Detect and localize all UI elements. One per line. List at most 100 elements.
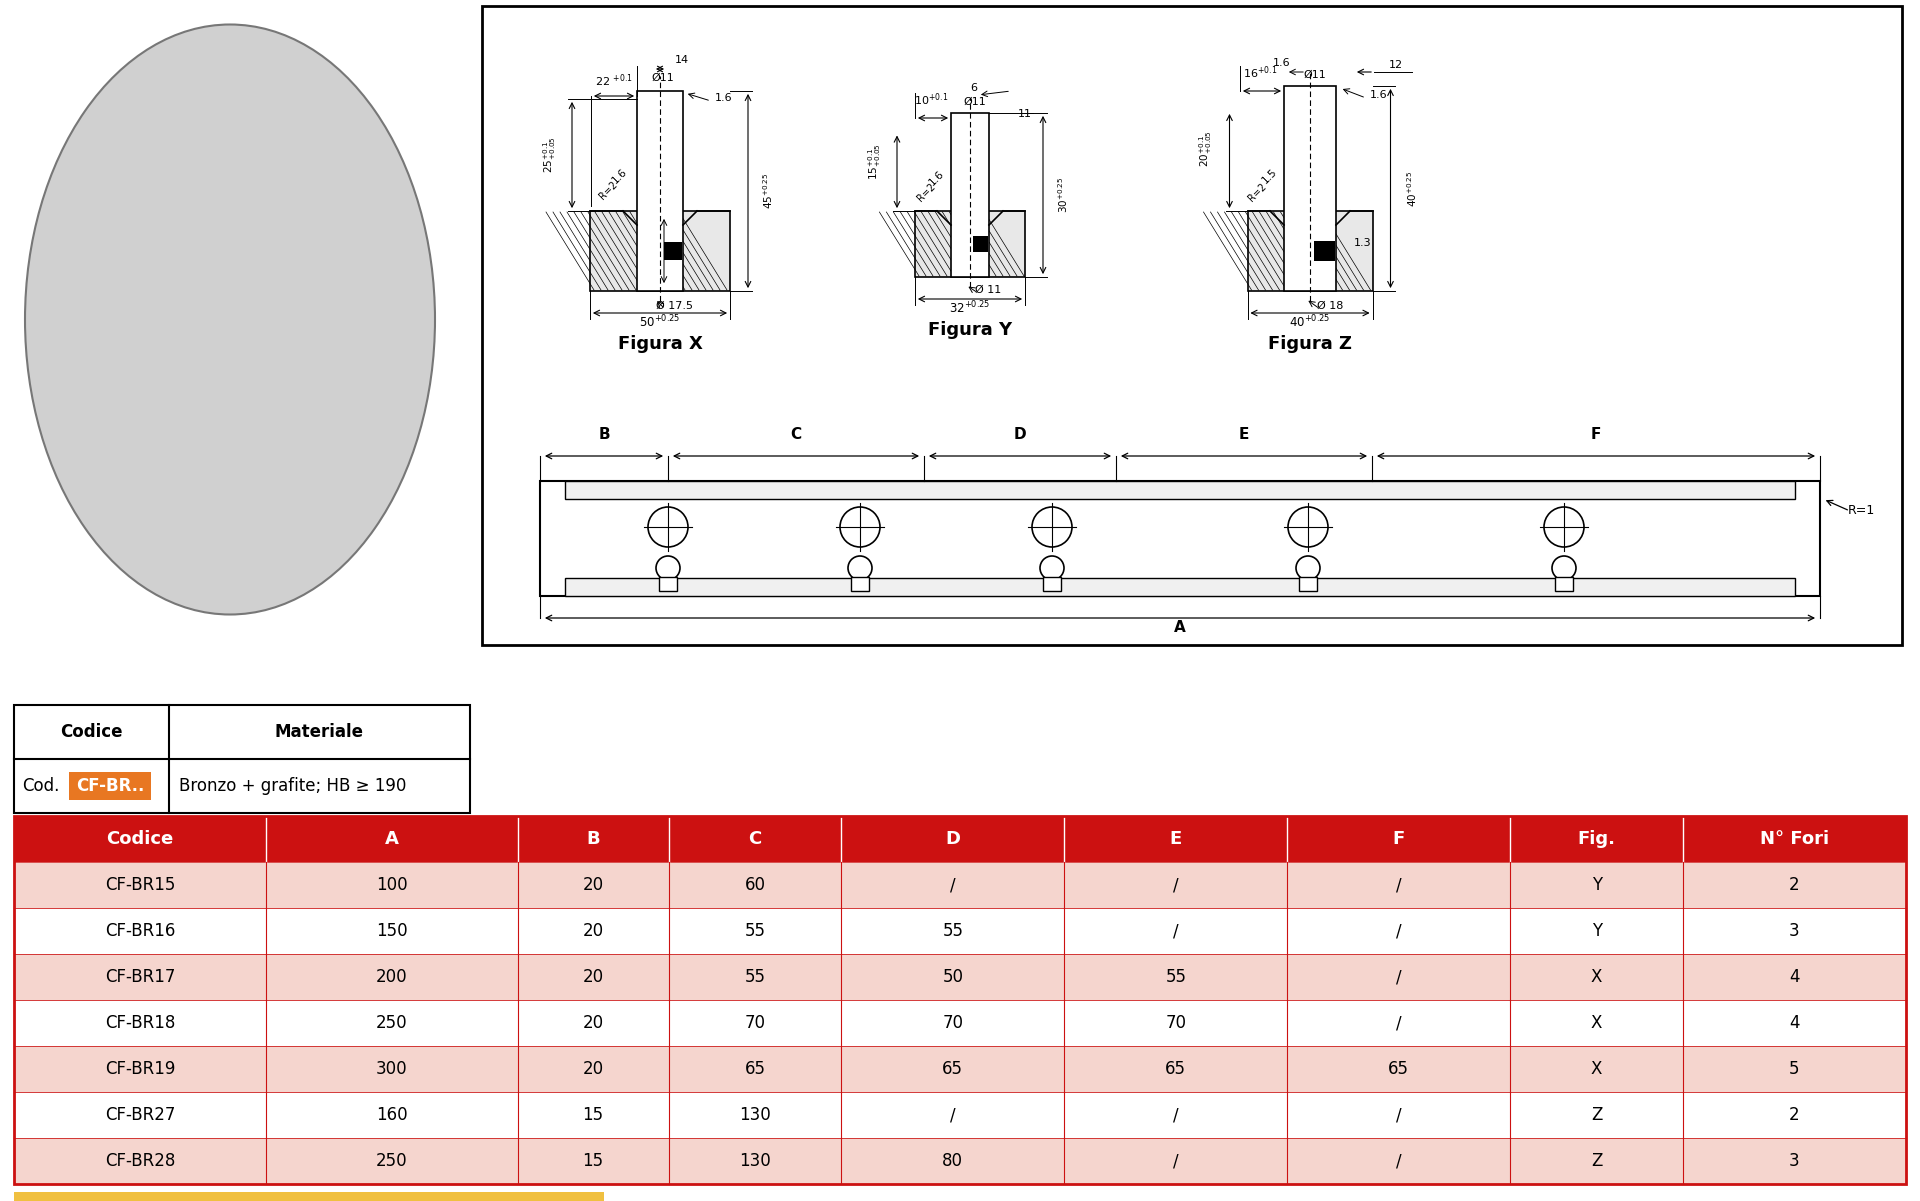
Text: 250: 250: [376, 1014, 407, 1032]
Text: 65: 65: [745, 1060, 766, 1078]
Circle shape: [841, 507, 879, 546]
Text: /: /: [1173, 1152, 1179, 1170]
Bar: [1043, 576, 1062, 591]
Circle shape: [1033, 507, 1071, 546]
Text: CF-BR16: CF-BR16: [106, 922, 175, 940]
Text: B: B: [599, 428, 611, 442]
Text: 80: 80: [943, 1152, 964, 1170]
Text: Figura Y: Figura Y: [927, 321, 1012, 339]
Text: Ø11: Ø11: [964, 97, 987, 107]
Text: 1.6: 1.6: [927, 168, 947, 187]
Bar: [13, 1046, 1907, 1092]
Text: B: B: [586, 830, 599, 848]
Bar: [564, 480, 1795, 498]
Text: 1.6: 1.6: [1371, 90, 1388, 100]
Text: C: C: [791, 428, 801, 442]
Bar: [637, 91, 684, 291]
Text: 50: 50: [943, 968, 964, 986]
Text: 5: 5: [1789, 1060, 1799, 1078]
Circle shape: [849, 556, 872, 580]
Text: 70: 70: [1165, 1014, 1187, 1032]
Circle shape: [1544, 507, 1584, 546]
Text: 1.5: 1.5: [1260, 166, 1279, 185]
Text: Ø11: Ø11: [1304, 70, 1327, 80]
Text: 20: 20: [582, 1014, 603, 1032]
Text: /: /: [1396, 876, 1402, 894]
Text: Cod.: Cod.: [21, 777, 60, 795]
Text: 4: 4: [1789, 968, 1799, 986]
Text: /: /: [950, 876, 956, 894]
Text: A: A: [1175, 620, 1187, 635]
Circle shape: [649, 507, 687, 546]
Bar: [13, 1193, 605, 1201]
Bar: [664, 241, 682, 261]
Text: X: X: [1592, 968, 1603, 986]
Bar: [482, 6, 1903, 645]
Text: 6: 6: [970, 83, 977, 92]
Bar: [589, 211, 730, 291]
Text: CF-BR18: CF-BR18: [106, 1014, 175, 1032]
Text: Codice: Codice: [106, 830, 173, 848]
Text: 1.3: 1.3: [1354, 238, 1371, 247]
Text: $15^{+0.1}_{+0.05}$: $15^{+0.1}_{+0.05}$: [866, 144, 883, 180]
Ellipse shape: [25, 24, 436, 615]
Text: 100: 100: [376, 876, 407, 894]
Text: 2: 2: [1789, 876, 1799, 894]
Text: 70: 70: [745, 1014, 766, 1032]
Text: /: /: [1173, 876, 1179, 894]
Bar: [1284, 86, 1336, 291]
Text: $50^{+0.25}$: $50^{+0.25}$: [639, 313, 680, 330]
Text: R=1: R=1: [1847, 504, 1876, 518]
Text: /: /: [1396, 1152, 1402, 1170]
Text: 3: 3: [1789, 922, 1799, 940]
Bar: [13, 908, 1907, 954]
Text: Y: Y: [1592, 922, 1601, 940]
Text: CF-BR..: CF-BR..: [75, 777, 144, 795]
Text: $10^{+0.1}$: $10^{+0.1}$: [914, 91, 948, 108]
Text: 55: 55: [745, 968, 766, 986]
Bar: [13, 815, 1907, 1184]
Bar: [540, 480, 1820, 596]
Text: /: /: [950, 1106, 956, 1124]
Text: 12: 12: [1388, 60, 1404, 70]
Bar: [13, 862, 1907, 908]
Text: R=2: R=2: [1246, 181, 1267, 203]
Bar: [950, 113, 989, 277]
Text: Materiale: Materiale: [275, 723, 365, 741]
Text: $20^{+0.1}_{+0.05}$: $20^{+0.1}_{+0.05}$: [1196, 130, 1213, 167]
Text: E: E: [1169, 830, 1183, 848]
Text: D: D: [1014, 428, 1027, 442]
Text: X: X: [1592, 1014, 1603, 1032]
Text: 150: 150: [376, 922, 407, 940]
Text: $16^{+0.1}$: $16^{+0.1}$: [1242, 65, 1277, 82]
Bar: [13, 815, 1907, 862]
Text: $40^{+0.25}$: $40^{+0.25}$: [1290, 313, 1331, 330]
Text: /: /: [1396, 1014, 1402, 1032]
Bar: [1313, 240, 1334, 262]
Text: 250: 250: [376, 1152, 407, 1170]
Text: CF-BR17: CF-BR17: [106, 968, 175, 986]
Text: 65: 65: [1388, 1060, 1409, 1078]
Text: F: F: [1392, 830, 1405, 848]
Circle shape: [1041, 556, 1064, 580]
Text: 11: 11: [1018, 109, 1033, 119]
Bar: [916, 211, 1025, 277]
Text: 160: 160: [376, 1106, 407, 1124]
Bar: [13, 1000, 1907, 1046]
Text: CF-BR19: CF-BR19: [106, 1060, 175, 1078]
Text: 130: 130: [739, 1152, 770, 1170]
Bar: [659, 576, 678, 591]
Text: 200: 200: [376, 968, 407, 986]
Bar: [851, 576, 870, 591]
Text: 1.6: 1.6: [611, 166, 630, 185]
Text: Ø11: Ø11: [651, 73, 674, 83]
Text: Ø 11: Ø 11: [975, 285, 1000, 295]
Text: $30^{+0.25}$: $30^{+0.25}$: [1056, 177, 1069, 214]
Text: 55: 55: [1165, 968, 1187, 986]
Text: Ø 18: Ø 18: [1317, 301, 1344, 311]
Text: 65: 65: [943, 1060, 964, 1078]
Text: R=2: R=2: [597, 179, 618, 201]
Text: 70: 70: [943, 1014, 964, 1032]
Text: $45^{+0.25}$: $45^{+0.25}$: [760, 173, 776, 209]
Text: 2: 2: [1789, 1106, 1799, 1124]
